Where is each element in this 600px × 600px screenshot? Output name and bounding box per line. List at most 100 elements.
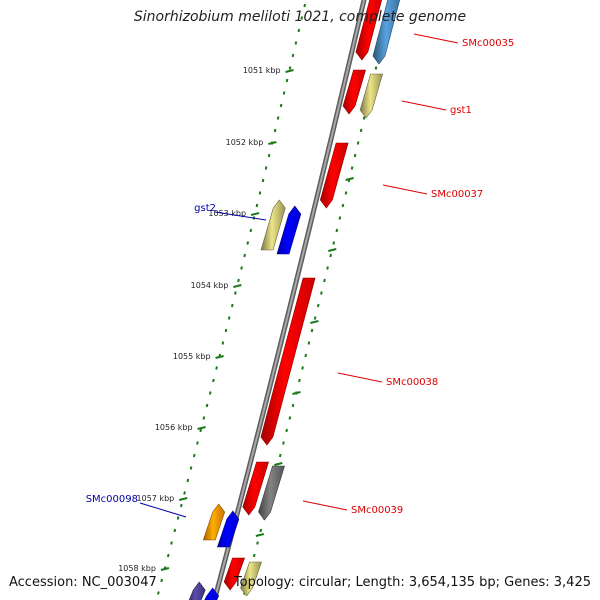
outer-scale-dots-dot xyxy=(256,541,259,545)
outer-scale-dots-dot xyxy=(350,166,354,170)
inner-scale-dots-dot xyxy=(288,66,292,70)
kbp-tick-label: 1058 kbp xyxy=(118,564,156,573)
kbp-tick-label: 1055 kbp xyxy=(173,352,211,361)
inner-scale-dots-dot xyxy=(179,503,183,508)
inner-scale-dots-dot xyxy=(291,53,295,58)
kbp-tick-label: 1054 kbp xyxy=(191,281,229,290)
kbp-tick-mark xyxy=(285,69,294,73)
gene-label: SMc00037 xyxy=(431,189,483,200)
inner-scale-dots-dot xyxy=(237,278,240,283)
gene-arrow-gst2 xyxy=(260,199,286,251)
outer-scale-dots-dot xyxy=(291,403,295,408)
gene-arrow-bottom-reverse-2 xyxy=(204,587,220,600)
inner-scale-dots-dot xyxy=(300,16,304,20)
outer-scale-dots-dot xyxy=(304,353,308,358)
outer-scale-dots-dot xyxy=(359,128,363,133)
outer-scale-dots-dot xyxy=(259,528,263,533)
inner-scale-dots-dot xyxy=(297,28,301,33)
inner-scale-dots-dot xyxy=(234,291,237,295)
outer-tick-mark xyxy=(274,462,283,466)
inner-scale-dots-dot xyxy=(264,166,268,170)
gene-arrow-bottom-forward-2 xyxy=(240,561,262,597)
outer-scale-dots-dot xyxy=(252,553,256,558)
accession-text: Accession: NC_003047 xyxy=(9,575,157,590)
kbp-tick-label: 1051 kbp xyxy=(243,66,281,75)
inner-scale-dots-dot xyxy=(202,416,206,420)
gene-arrow-SMc00037 xyxy=(319,142,349,209)
inner-scale-dots-dot xyxy=(255,203,259,208)
inner-scale-dots-dot xyxy=(294,41,298,45)
gene-label: SMc00098 xyxy=(86,494,138,505)
inner-scale-dots-dot xyxy=(186,478,190,483)
inner-scale-dots-dot xyxy=(249,228,253,233)
inner-scale-dots-dot xyxy=(243,253,247,258)
kbp-tick-mark xyxy=(268,141,277,145)
inner-scale-dots-dot xyxy=(192,453,196,458)
gene-label: gst1 xyxy=(450,105,472,116)
kbp-tick-mark xyxy=(179,497,188,501)
gene-leader-line xyxy=(302,500,348,511)
gene-arrow-SMc00035 xyxy=(355,0,382,61)
inner-scale-dots-dot xyxy=(215,366,218,370)
inner-scale-dots-dot xyxy=(208,391,212,395)
genome-backbone-highlight xyxy=(213,0,366,600)
gene-leader-line xyxy=(337,372,383,383)
inner-scale-dots-dot xyxy=(227,316,231,320)
inner-scale-dots-dot xyxy=(276,116,280,120)
gene-arrow-gst2-companion xyxy=(276,205,302,255)
inner-scale-dots-dot xyxy=(160,578,164,583)
gene-arrow-SMc00038 xyxy=(260,277,316,446)
gene-arrow-SMc00035-companion xyxy=(372,0,401,65)
outer-scale-dots-dot xyxy=(298,378,301,383)
outer-scale-dots-dot xyxy=(301,366,304,370)
gene-leader-line xyxy=(214,211,267,221)
outer-tick-mark xyxy=(292,391,301,395)
gene-arrow-SMc00098-companion xyxy=(217,510,240,548)
outer-scale-dots-dot xyxy=(356,141,360,145)
outer-scale-dots-dot xyxy=(329,253,333,258)
outer-scale-dots-dot xyxy=(338,216,342,220)
outer-scale-dots-dot xyxy=(316,303,320,308)
outer-scale-dots-dot xyxy=(320,291,323,295)
gene-arrow-SMc00098 xyxy=(202,503,226,541)
gene-arrow-bottom-forward-1 xyxy=(223,557,245,591)
gene-leader-line xyxy=(382,184,428,195)
gene-label: SMc00038 xyxy=(386,377,438,388)
outer-scale-dots-dot xyxy=(310,328,314,333)
outer-scale-dots-dot xyxy=(341,203,345,208)
kbp-tick-mark xyxy=(250,212,260,216)
kbp-tick-mark xyxy=(233,284,242,288)
gene-arrow-SMc00039 xyxy=(242,461,269,516)
gene-leader-line xyxy=(413,33,459,44)
inner-scale-dots-dot xyxy=(230,303,234,308)
inner-scale-dots-dot xyxy=(285,78,289,83)
outer-scale-dots-dot xyxy=(307,341,311,345)
genome-summary-text: Topology: circular; Length: 3,654,135 bp… xyxy=(233,575,591,590)
outer-scale-dots-dot xyxy=(362,116,366,120)
inner-scale-dots-dot xyxy=(246,241,250,245)
kbp-tick-mark xyxy=(160,567,170,571)
inner-scale-dots-dot xyxy=(173,528,177,533)
inner-scale-dots-dot xyxy=(183,491,186,495)
outer-scale-dots-dot xyxy=(288,416,292,420)
inner-scale-dots-dot xyxy=(240,266,243,270)
gene-label: SMc00035 xyxy=(462,38,514,49)
outer-scale-dots-dot xyxy=(313,316,317,320)
gene-label: gst2 xyxy=(194,203,216,214)
gene-label: SMc00039 xyxy=(351,505,403,516)
outer-scale-dots-dot xyxy=(285,428,289,433)
inner-scale-dots-dot xyxy=(212,378,215,383)
outer-scale-dots-dot xyxy=(332,241,336,245)
outer-tick-mark xyxy=(328,248,337,252)
outer-tick-mark xyxy=(345,177,354,181)
inner-scale-dots-dot xyxy=(279,103,283,108)
inner-scale-dots-dot xyxy=(189,466,193,470)
gene-arrow-gst1-forward xyxy=(342,69,366,115)
outer-tick-mark xyxy=(310,320,319,324)
outer-tick-mark xyxy=(255,533,265,537)
inner-scale-dots-dot xyxy=(176,516,180,520)
outer-scale-dots-dot xyxy=(278,453,282,458)
inner-scale-dots-dot xyxy=(157,591,160,595)
